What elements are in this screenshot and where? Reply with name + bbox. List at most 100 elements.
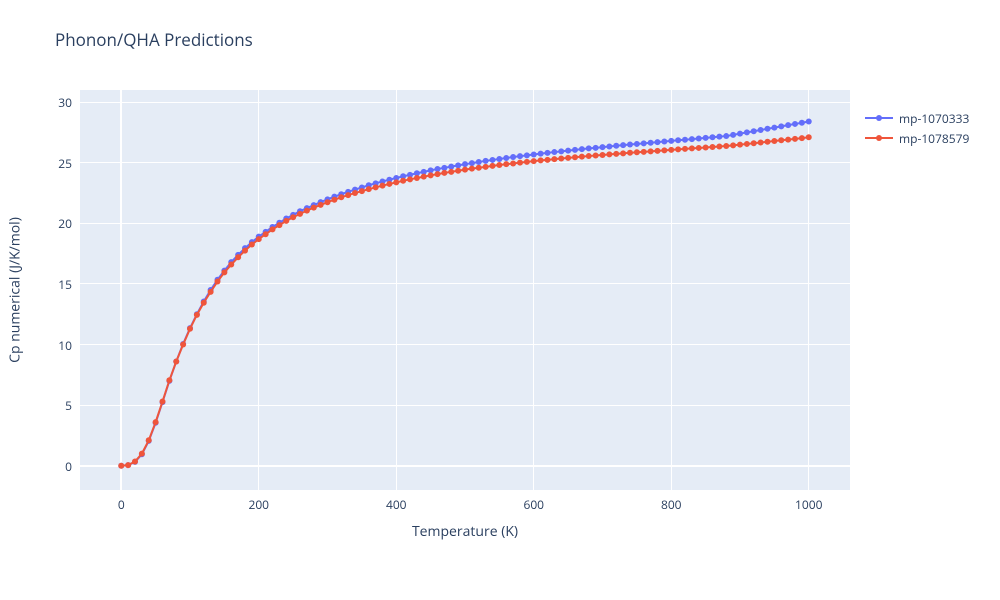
series-marker[interactable] — [661, 147, 667, 153]
series-marker[interactable] — [125, 462, 131, 468]
series-marker[interactable] — [462, 161, 468, 167]
series-marker[interactable] — [180, 342, 186, 348]
series-marker[interactable] — [538, 157, 544, 163]
series-marker[interactable] — [221, 269, 227, 275]
series-marker[interactable] — [558, 155, 564, 161]
series-marker[interactable] — [173, 359, 179, 365]
series-marker[interactable] — [469, 166, 475, 172]
series-marker[interactable] — [634, 141, 640, 147]
series-marker[interactable] — [208, 289, 214, 295]
series-marker[interactable] — [730, 142, 736, 148]
series-marker[interactable] — [345, 192, 351, 198]
series-marker[interactable] — [751, 128, 757, 134]
series-marker[interactable] — [421, 174, 427, 180]
series-marker[interactable] — [723, 143, 729, 149]
series-marker[interactable] — [668, 147, 674, 153]
series-marker[interactable] — [620, 150, 626, 156]
series-marker[interactable] — [524, 152, 530, 158]
series-marker[interactable] — [256, 236, 262, 242]
series-marker[interactable] — [792, 136, 798, 142]
series-marker[interactable] — [606, 151, 612, 157]
series-marker[interactable] — [441, 170, 447, 176]
series-marker[interactable] — [723, 133, 729, 139]
series-marker[interactable] — [146, 437, 152, 443]
series-marker[interactable] — [765, 126, 771, 132]
series-marker[interactable] — [407, 176, 413, 182]
series-marker[interactable] — [641, 149, 647, 155]
series-line[interactable] — [121, 122, 809, 466]
legend[interactable]: mp-1070333mp-1078579 — [865, 108, 969, 148]
series-marker[interactable] — [716, 143, 722, 149]
series-marker[interactable] — [490, 163, 496, 169]
series-marker[interactable] — [524, 159, 530, 165]
series-marker[interactable] — [132, 459, 138, 465]
series-marker[interactable] — [737, 142, 743, 148]
series-marker[interactable] — [380, 183, 386, 189]
series-marker[interactable] — [455, 168, 461, 174]
series-marker[interactable] — [600, 144, 606, 150]
series-marker[interactable] — [744, 141, 750, 147]
series-marker[interactable] — [139, 451, 145, 457]
series-marker[interactable] — [785, 137, 791, 143]
series-marker[interactable] — [799, 120, 805, 126]
series-marker[interactable] — [730, 132, 736, 138]
series-marker[interactable] — [682, 137, 688, 143]
series-marker[interactable] — [558, 148, 564, 154]
series-marker[interactable] — [778, 123, 784, 129]
series-marker[interactable] — [675, 146, 681, 152]
series-marker[interactable] — [593, 152, 599, 158]
series-marker[interactable] — [510, 160, 516, 166]
legend-item[interactable]: mp-1070333 — [865, 108, 969, 128]
series-marker[interactable] — [613, 143, 619, 149]
series-marker[interactable] — [290, 214, 296, 220]
series-marker[interactable] — [586, 145, 592, 151]
series-marker[interactable] — [771, 125, 777, 131]
series-line[interactable] — [121, 137, 809, 465]
series-marker[interactable] — [689, 136, 695, 142]
series-marker[interactable] — [393, 179, 399, 185]
series-marker[interactable] — [400, 178, 406, 184]
series-marker[interactable] — [620, 142, 626, 148]
series-marker[interactable] — [737, 131, 743, 137]
series-marker[interactable] — [338, 194, 344, 200]
series-marker[interactable] — [194, 312, 200, 318]
series-marker[interactable] — [696, 135, 702, 141]
series-marker[interactable] — [476, 165, 482, 171]
series-marker[interactable] — [545, 150, 551, 156]
series-marker[interactable] — [634, 149, 640, 155]
series-marker[interactable] — [386, 181, 392, 187]
series-marker[interactable] — [668, 138, 674, 144]
series-marker[interactable] — [263, 231, 269, 237]
series-marker[interactable] — [366, 186, 372, 192]
series-marker[interactable] — [799, 135, 805, 141]
series-marker[interactable] — [600, 152, 606, 158]
series-marker[interactable] — [689, 145, 695, 151]
series-marker[interactable] — [579, 146, 585, 152]
series-marker[interactable] — [201, 300, 207, 306]
series-marker[interactable] — [655, 139, 661, 145]
series-marker[interactable] — [716, 134, 722, 140]
series-marker[interactable] — [696, 145, 702, 151]
series-marker[interactable] — [166, 377, 172, 383]
series-marker[interactable] — [476, 159, 482, 165]
series-marker[interactable] — [318, 202, 324, 208]
series-marker[interactable] — [483, 158, 489, 164]
series-marker[interactable] — [579, 154, 585, 160]
series-marker[interactable] — [627, 150, 633, 156]
series-marker[interactable] — [778, 137, 784, 143]
series-marker[interactable] — [483, 164, 489, 170]
series-marker[interactable] — [496, 156, 502, 162]
series-marker[interactable] — [311, 205, 317, 211]
series-marker[interactable] — [462, 167, 468, 173]
series-marker[interactable] — [806, 119, 812, 125]
series-marker[interactable] — [648, 140, 654, 146]
series-marker[interactable] — [572, 154, 578, 160]
series-marker[interactable] — [503, 155, 509, 161]
series-marker[interactable] — [655, 148, 661, 154]
series-marker[interactable] — [586, 153, 592, 159]
series-marker[interactable] — [270, 226, 276, 232]
series-marker[interactable] — [710, 144, 716, 150]
series-marker[interactable] — [228, 262, 234, 268]
series-marker[interactable] — [710, 134, 716, 140]
series-marker[interactable] — [215, 279, 221, 285]
